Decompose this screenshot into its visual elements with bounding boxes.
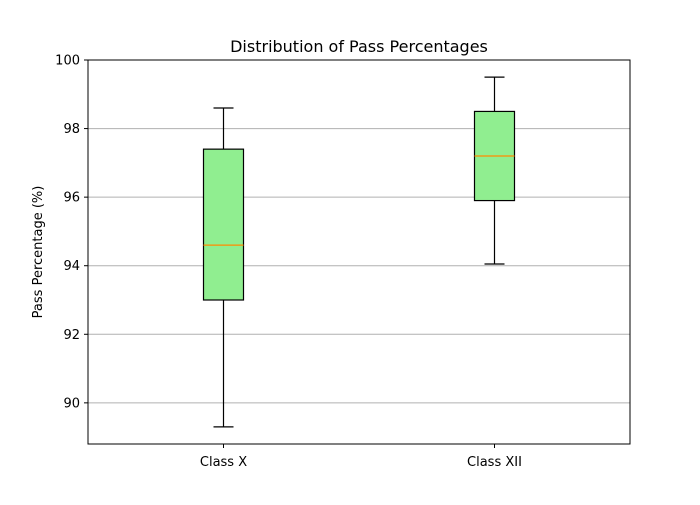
y-tick-label: 94 [63,259,80,274]
y-tick-label: 90 [63,396,80,411]
y-tick-label: 100 [55,54,80,69]
y-tick-label: 96 [63,191,80,206]
y-axis-label: Pass Percentage (%) [31,186,46,319]
chart-title: Distribution of Pass Percentages [230,37,488,56]
axis-ticks: 90 92 94 96 98 100 Class X Class XII [55,54,522,471]
y-tick-label: 98 [63,122,80,137]
grid-lines [88,128,630,404]
box-class-x [202,107,245,428]
x-tick-label: Class XII [467,455,522,470]
iqr-box [202,148,245,301]
x-tick-label: Class X [200,455,247,470]
y-tick-label: 92 [63,328,80,343]
box-class-xii [473,76,516,265]
box-series [202,76,516,428]
plot-area-frame [87,59,631,445]
